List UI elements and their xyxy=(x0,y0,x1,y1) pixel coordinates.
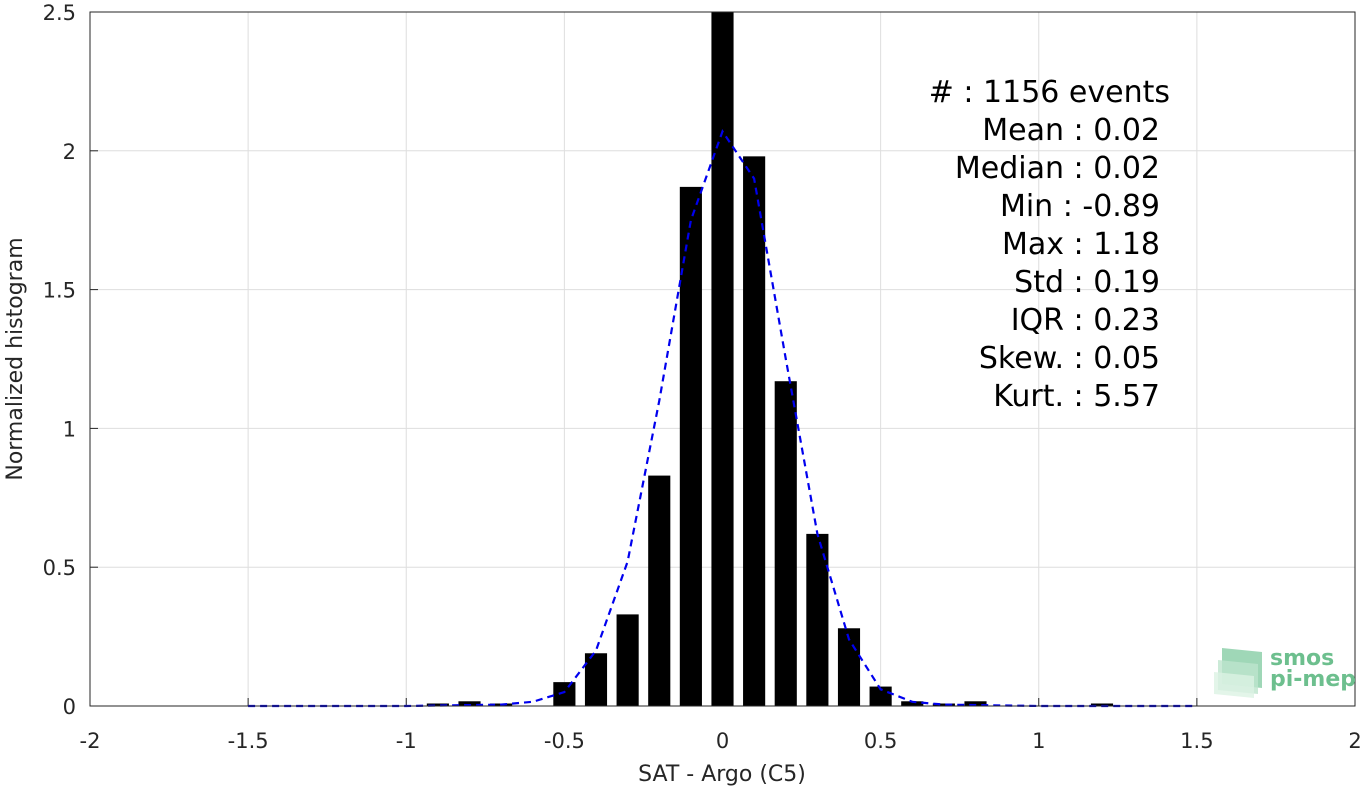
x-tick-label: 1.5 xyxy=(1180,729,1213,753)
histogram-bar xyxy=(458,701,481,706)
event-count-text: # : 1156 events xyxy=(929,75,1170,110)
y-tick-label: 2.5 xyxy=(43,1,76,25)
y-tick-label: 1.5 xyxy=(43,279,76,303)
smos-pimep-logo: smos pi-mep xyxy=(1214,646,1356,698)
x-tick-label: 1 xyxy=(1032,729,1045,753)
stat-line: Std : 0.19 xyxy=(1014,265,1160,300)
histogram-bar xyxy=(426,703,449,706)
stat-line: Median : 0.02 xyxy=(955,151,1160,186)
x-tick-label: -1 xyxy=(396,729,417,753)
logo-icon xyxy=(1214,648,1262,698)
x-axis-title: SAT - Argo (C5) xyxy=(638,762,806,786)
histogram-bar xyxy=(648,475,671,706)
fit-curve xyxy=(248,128,1197,708)
stat-line: IQR : 0.23 xyxy=(1011,303,1160,338)
histogram-bar xyxy=(901,701,924,706)
histogram-bar xyxy=(869,686,892,706)
y-tick-label: 1 xyxy=(63,417,76,441)
x-tick-label: 0.5 xyxy=(864,729,897,753)
histogram-bar xyxy=(679,186,702,706)
histogram-bar xyxy=(964,701,987,706)
histogram-bar xyxy=(774,381,797,706)
x-tick-label: -1.5 xyxy=(228,729,269,753)
plot-frame xyxy=(89,11,1356,707)
histogram-bar xyxy=(616,614,639,706)
histogram-bar xyxy=(1090,703,1114,706)
histogram-bar xyxy=(743,156,766,707)
x-tick-label: 0 xyxy=(716,729,729,753)
histogram-bar xyxy=(711,12,734,706)
y-tick-label: 2 xyxy=(63,140,76,164)
y-tick-label: 0.5 xyxy=(43,556,76,580)
logo-text-smos: smos xyxy=(1270,646,1334,671)
x-tick-label: -2 xyxy=(80,729,101,753)
y-tick-label: 0 xyxy=(63,695,76,719)
logo-text-pimep: pi-mep xyxy=(1270,667,1356,692)
stat-line: Skew. : 0.05 xyxy=(979,341,1160,376)
y-tick-labels: 0 0.5 1 1.5 2 2.5 xyxy=(43,1,76,719)
stat-line: Mean : 0.02 xyxy=(982,113,1160,148)
x-tick-label: -0.5 xyxy=(544,729,585,753)
x-tick-label: 2 xyxy=(1348,729,1361,753)
histogram-bar xyxy=(553,682,576,706)
histogram-bar xyxy=(806,533,829,706)
stat-line: Min : -0.89 xyxy=(1000,189,1160,224)
y-axis-title: Normalized histogram xyxy=(3,237,28,480)
fit-curve-line xyxy=(248,128,1197,708)
stat-line: Max : 1.18 xyxy=(1002,227,1160,262)
stat-line: Kurt. : 5.57 xyxy=(993,379,1160,414)
x-tick-labels: -2 -1.5 -1 -0.5 0 0.5 1 1.5 2 xyxy=(80,729,1362,753)
histogram-bar xyxy=(932,703,955,706)
histogram-bar xyxy=(584,653,608,706)
